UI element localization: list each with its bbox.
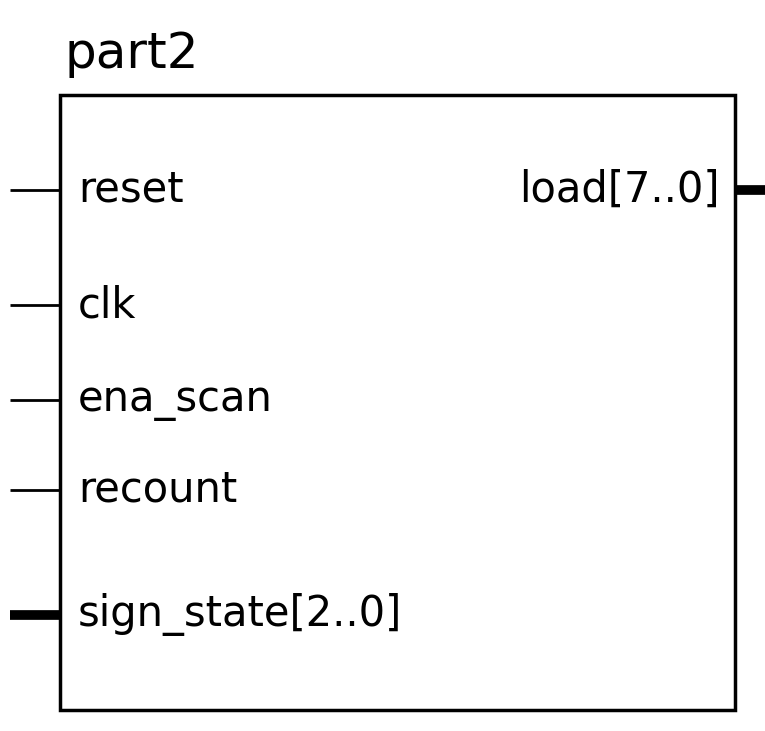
Text: clk: clk xyxy=(78,284,136,326)
Text: part2: part2 xyxy=(65,30,200,78)
Text: ena_scan: ena_scan xyxy=(78,379,273,421)
Text: sign_state[2..0]: sign_state[2..0] xyxy=(78,594,402,637)
Text: reset: reset xyxy=(78,169,184,211)
Text: recount: recount xyxy=(78,469,237,511)
Bar xyxy=(60,95,735,710)
Text: load[7..0]: load[7..0] xyxy=(519,169,720,211)
